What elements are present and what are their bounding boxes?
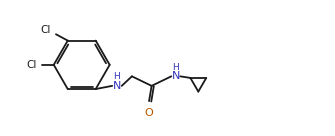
Text: O: O bbox=[144, 108, 153, 118]
Text: N: N bbox=[113, 81, 121, 91]
Text: N: N bbox=[172, 71, 180, 81]
Text: H: H bbox=[113, 72, 120, 81]
Text: H: H bbox=[172, 63, 179, 72]
Text: Cl: Cl bbox=[41, 25, 51, 35]
Text: Cl: Cl bbox=[26, 60, 36, 70]
